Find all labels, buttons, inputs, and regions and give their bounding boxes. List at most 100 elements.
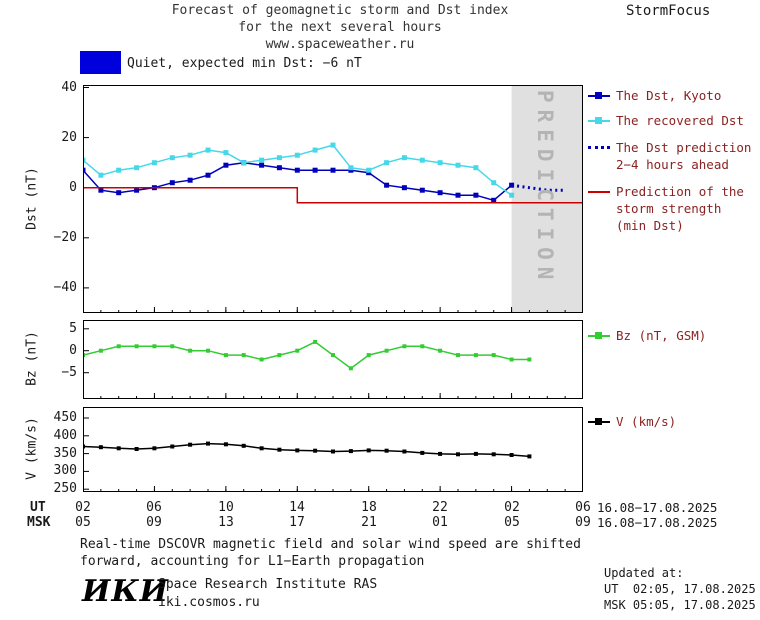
ut-tick: 10 [218, 500, 234, 515]
bz_gsm-marker [152, 344, 157, 349]
dst_recovered-marker [366, 167, 372, 173]
bz_gsm-marker [331, 353, 335, 358]
dst_recovered-marker [116, 167, 122, 173]
bz_gsm-marker [420, 344, 425, 349]
bz-legend-icon [588, 332, 610, 339]
dst_kyoto-marker [455, 192, 461, 198]
bz_gsm-marker [134, 344, 139, 349]
dst_recovered-marker [294, 152, 300, 158]
msk-tick: 05 [75, 515, 91, 530]
dst_kyoto-marker [437, 190, 443, 196]
ut-tick: 22 [432, 500, 448, 515]
dst_kyoto-marker [187, 177, 193, 183]
bz_gsm-marker [348, 366, 353, 371]
v_speed-marker [206, 441, 210, 446]
dst_kyoto-marker [83, 167, 86, 173]
v-frame [83, 407, 583, 492]
v_speed-marker [277, 447, 282, 452]
institute-name: Space Research Institute RAS [158, 577, 378, 592]
v_speed-marker [331, 449, 335, 454]
v_speed-marker [170, 444, 175, 449]
dst_kyoto-marker [116, 190, 122, 196]
bz_gsm-marker [116, 344, 121, 349]
bz_gsm-marker [295, 348, 300, 353]
msk-tick: 01 [432, 515, 448, 530]
dst_kyoto-marker [509, 182, 515, 188]
v_speed-marker [295, 448, 300, 453]
dst_recovered-marker [169, 155, 175, 161]
v_speed-marker [438, 451, 443, 456]
ut-tick: 14 [289, 500, 305, 515]
bz_gsm-marker [170, 344, 175, 349]
v-chart [83, 407, 583, 492]
legend-label: V (km/s) [616, 414, 677, 429]
v_speed-marker [384, 448, 389, 453]
bz_gsm-marker [366, 353, 371, 358]
v_speed-marker [456, 452, 460, 457]
dst-ytick: −40 [53, 280, 77, 295]
legend-entry-bz: Bz (nT, GSM) [588, 328, 706, 343]
legend-label: (min Dst) [616, 218, 684, 233]
bz_gsm-marker [206, 348, 210, 353]
msk-row-label: MSK [27, 515, 51, 530]
dst_kyoto-marker [169, 180, 175, 186]
dst_recovered-marker [437, 160, 443, 166]
bz_gsm-marker [188, 348, 193, 353]
v-ytick: 300 [53, 463, 77, 478]
dst_kyoto-marker [294, 167, 300, 173]
v_speed-marker [116, 446, 121, 451]
dst_recovered-marker [276, 155, 282, 161]
v_speed-marker [402, 449, 407, 454]
bz_gsm-marker [241, 353, 246, 358]
ut-tick: 06 [146, 500, 162, 515]
institute-site-url: iki.cosmos.ru [158, 595, 260, 610]
ut-tick: 06 [575, 500, 591, 515]
ut-row-label: UT [30, 500, 46, 515]
v_speed-marker [223, 442, 228, 447]
dst_recovered-marker [401, 155, 407, 161]
dst_kyoto-marker [401, 185, 407, 191]
ut-date-range: 16.08−17.08.2025 [597, 500, 718, 515]
dst_kyoto-marker [384, 182, 390, 188]
dst_recovered-marker [348, 165, 354, 171]
msk-date-range: 16.08−17.08.2025 [597, 515, 718, 530]
bz_gsm-marker [313, 339, 318, 344]
bz-frame [83, 320, 583, 399]
legend-entry-v: V (km/s) [588, 414, 676, 429]
dst_prediction-line [511, 183, 566, 192]
msk-tick: 21 [361, 515, 377, 530]
bz_gsm-marker [98, 348, 103, 353]
v-ytick: 250 [53, 481, 77, 496]
bz_gsm-marker [402, 344, 407, 349]
bz-axis-label: Bz (nT) [24, 331, 40, 386]
dst-ytick: 0 [69, 180, 77, 195]
dst-ytick: 40 [61, 80, 77, 95]
dst_kyoto-marker [491, 197, 497, 203]
dst_recovered-marker [98, 172, 104, 178]
legend-label: Prediction of the [616, 184, 744, 199]
bz_gsm-marker [277, 353, 282, 358]
v_speed-marker [241, 443, 246, 448]
storm-level-swatch [80, 51, 121, 74]
ut-tick: 02 [504, 500, 520, 515]
msk-tick: 17 [289, 515, 305, 530]
legend-label: storm strength [616, 201, 722, 216]
v-ytick: 350 [53, 446, 77, 461]
dst_kyoto-marker [419, 187, 425, 193]
legend-entry-storm-strength: Prediction of the [588, 184, 744, 199]
dst_recovered-marker [83, 157, 86, 163]
v_speed-marker [473, 451, 478, 456]
footnote-line-1: Real-time DSCOVR magnetic field and sola… [80, 537, 581, 552]
bz_gsm-marker [384, 348, 389, 353]
dst_kyoto-marker [134, 187, 140, 193]
dst_recovered-marker [509, 192, 515, 198]
v-ytick: 450 [53, 410, 77, 425]
bz-ytick: −5 [61, 365, 77, 380]
dst-ytick: 20 [61, 130, 77, 145]
dst-ytick: −20 [53, 230, 77, 245]
dst_kyoto-marker [473, 192, 479, 198]
v-ytick: 400 [53, 428, 77, 443]
dst_recovered-marker [312, 147, 318, 153]
v_speed-marker [527, 454, 532, 459]
bz_gsm-marker [438, 348, 443, 353]
